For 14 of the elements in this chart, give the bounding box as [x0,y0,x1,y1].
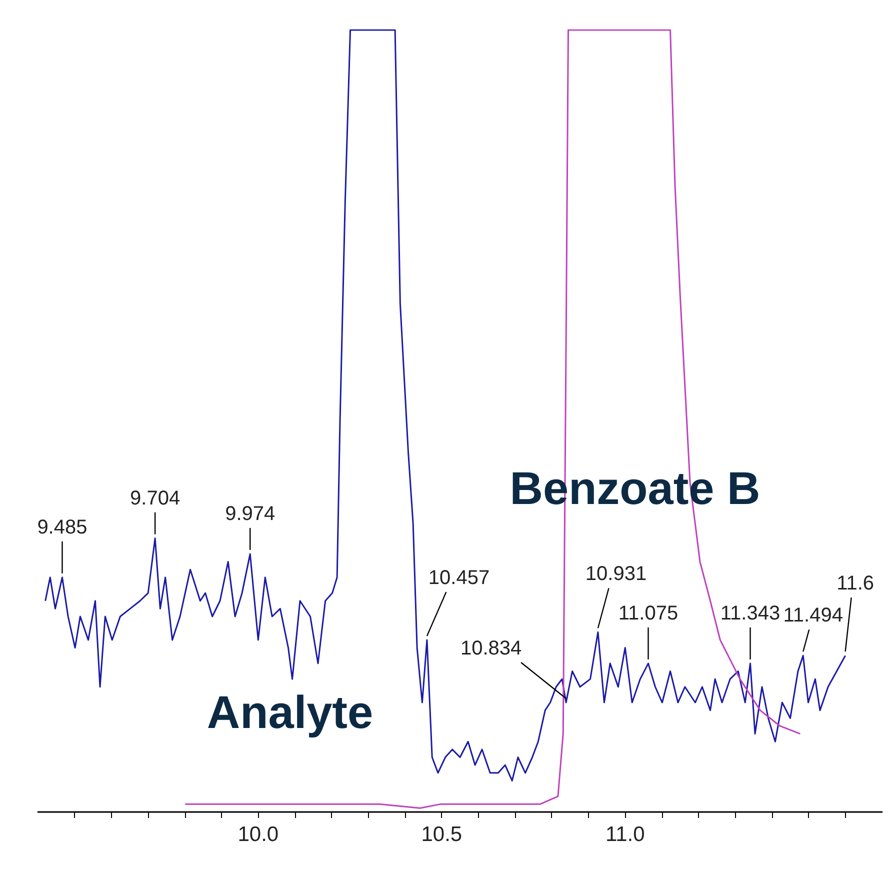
annotation: 9.485 [37,516,88,538]
annotation: 9.974 [225,502,276,525]
annotation: 11.6 [836,572,874,595]
annotation: 10.457 [428,566,490,589]
x-tick-label: 10.5 [421,823,462,846]
annotation: 11.343 [720,602,780,624]
annotation: 10.931 [585,563,647,586]
annotation: 10.834 [460,638,522,660]
x-tick-label: 11.0 [605,823,645,846]
annotation: 9.704 [130,487,180,510]
x-tick-label: 10.0 [238,823,279,846]
series-label: Analyte [206,686,374,738]
annotation: 11.494 [783,604,843,627]
annotation: 11.075 [618,602,678,624]
